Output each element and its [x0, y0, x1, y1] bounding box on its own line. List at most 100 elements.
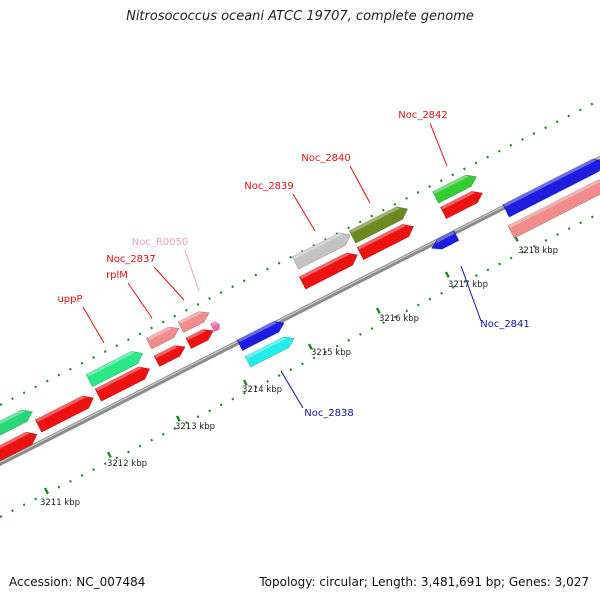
gene-feature-noc-r0050 — [177, 311, 210, 334]
outer-ring-dot — [92, 355, 95, 359]
inner-ring-dot — [440, 291, 443, 295]
outer-ring-dot — [497, 149, 501, 153]
gene-feature-unlabeled — [94, 366, 151, 402]
inner-ring-dot — [312, 356, 316, 360]
inner-ring-dot — [498, 262, 501, 266]
outer-ring-dot — [590, 102, 594, 106]
outer-ring-dot — [266, 267, 269, 271]
outer-ring-dot — [184, 308, 188, 312]
inner-ring-dot — [544, 238, 548, 242]
inner-ring-dot — [185, 421, 188, 424]
gene-label: Noc_2837 — [106, 254, 156, 265]
inner-ring-dot — [532, 244, 536, 248]
outer-ring-dot — [0, 403, 3, 406]
gene-feature-highlight — [503, 158, 596, 207]
gene-feature-rplm — [145, 326, 180, 350]
gene-feature-unlabeled — [185, 329, 214, 350]
scale-tick — [175, 415, 181, 422]
gene-feature-noc-2840 — [348, 206, 409, 244]
outer-ring-dot — [567, 114, 571, 118]
label-leader-line — [429, 122, 448, 167]
gene-feature-noc-2841 — [430, 230, 460, 250]
inner-ring-dot — [463, 280, 467, 283]
inner-ring-dot — [451, 285, 455, 289]
gene-feature-noc-2837 — [153, 345, 186, 368]
outer-ring-dot — [451, 173, 455, 177]
inner-ring-dot — [115, 456, 119, 460]
outer-ring-dot — [578, 108, 582, 112]
inner-ring-dot — [219, 403, 223, 407]
inner-ring-dot — [103, 462, 107, 466]
outer-ring-dot — [358, 220, 362, 224]
outer-ring-dot — [161, 320, 165, 324]
gene-feature-highlight — [433, 174, 469, 194]
scale-tick-label: 3216 kbp — [379, 314, 419, 324]
inner-ring-dot — [231, 397, 235, 401]
gene-feature-highlight — [87, 351, 135, 377]
gene-feature-unlabeled — [244, 336, 295, 368]
gene-feature-unlabeled — [507, 179, 600, 239]
outer-ring-dot — [428, 185, 432, 189]
outer-ring-dot — [208, 297, 211, 300]
inner-ring-dot — [150, 438, 154, 442]
inner-ring-dot — [289, 368, 293, 372]
outer-ring-dot — [34, 385, 38, 389]
outer-ring-dot — [439, 179, 443, 183]
outer-ring-dot — [416, 191, 420, 194]
inner-ring-dot — [22, 503, 26, 507]
inner-ring-dot — [57, 485, 61, 489]
gene-feature-noc-2839 — [291, 232, 352, 270]
scale-tick — [375, 307, 381, 314]
label-leader-line — [82, 306, 105, 344]
gene-label: Noc_2838 — [304, 408, 354, 419]
outer-ring-dot — [323, 238, 327, 242]
outer-ring-dot — [463, 167, 466, 171]
outer-ring-dot — [22, 391, 26, 395]
inner-ring-dot — [335, 344, 339, 348]
gene-feature-highlight — [211, 321, 219, 326]
outer-ring-dot — [474, 161, 478, 165]
inner-ring-dot — [428, 297, 432, 301]
outer-ring-dot — [219, 291, 223, 295]
gene-features — [0, 158, 600, 462]
gene-feature-highlight — [508, 179, 600, 228]
inner-ring-dot — [34, 497, 38, 501]
scale-tick-label: 3218 kbp — [518, 246, 558, 256]
inner-ring-dot — [324, 350, 327, 354]
outer-ring-dot — [173, 314, 177, 318]
gene-label: rplM — [106, 270, 128, 281]
outer-ring-dot — [405, 196, 408, 200]
outer-ring-dot — [150, 326, 153, 330]
outer-dotted-ring — [0, 102, 594, 406]
gene-feature-highlight — [36, 395, 86, 423]
scale-tick-label: 3215 kbp — [311, 348, 351, 358]
outer-ring-dot — [381, 208, 385, 212]
genome-backbone — [0, 155, 600, 467]
outer-ring-dot — [277, 261, 281, 265]
gene-label: uppP — [57, 294, 82, 305]
inner-ring-dot — [301, 362, 304, 366]
label-leader-line — [460, 265, 482, 322]
gene-labels: uppP rplM Noc_2837 Noc_R0050 Noc_2838 Noc_283… — [57, 110, 529, 419]
scale-tick — [307, 343, 313, 350]
inner-ring-dot — [486, 268, 490, 272]
outer-ring-dot — [103, 350, 107, 353]
inner-ring-dot — [556, 233, 559, 236]
outer-ring-dot — [289, 255, 292, 259]
inner-ring-dot — [277, 374, 281, 377]
gene-feature-highlight — [147, 327, 172, 341]
inner-ring-dot — [590, 215, 594, 219]
gene-feature-uppp — [85, 350, 144, 388]
inner-ring-dot — [127, 450, 130, 454]
outer-ring-dot — [544, 126, 547, 130]
gene-feature-unlabeled — [298, 252, 359, 290]
scale-tick-label: 3211 kbp — [40, 498, 80, 508]
gene-feature-highlight — [178, 311, 202, 325]
inner-ring-dot — [173, 426, 177, 430]
inner-ring-dot — [0, 515, 3, 518]
outer-ring-dot — [347, 226, 350, 230]
inner-ring-dot — [80, 473, 84, 477]
outer-ring-dot — [69, 367, 72, 371]
gene-label: Noc_2840 — [301, 153, 351, 164]
